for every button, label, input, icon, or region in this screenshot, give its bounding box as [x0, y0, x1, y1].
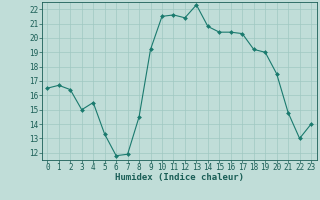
X-axis label: Humidex (Indice chaleur): Humidex (Indice chaleur): [115, 173, 244, 182]
